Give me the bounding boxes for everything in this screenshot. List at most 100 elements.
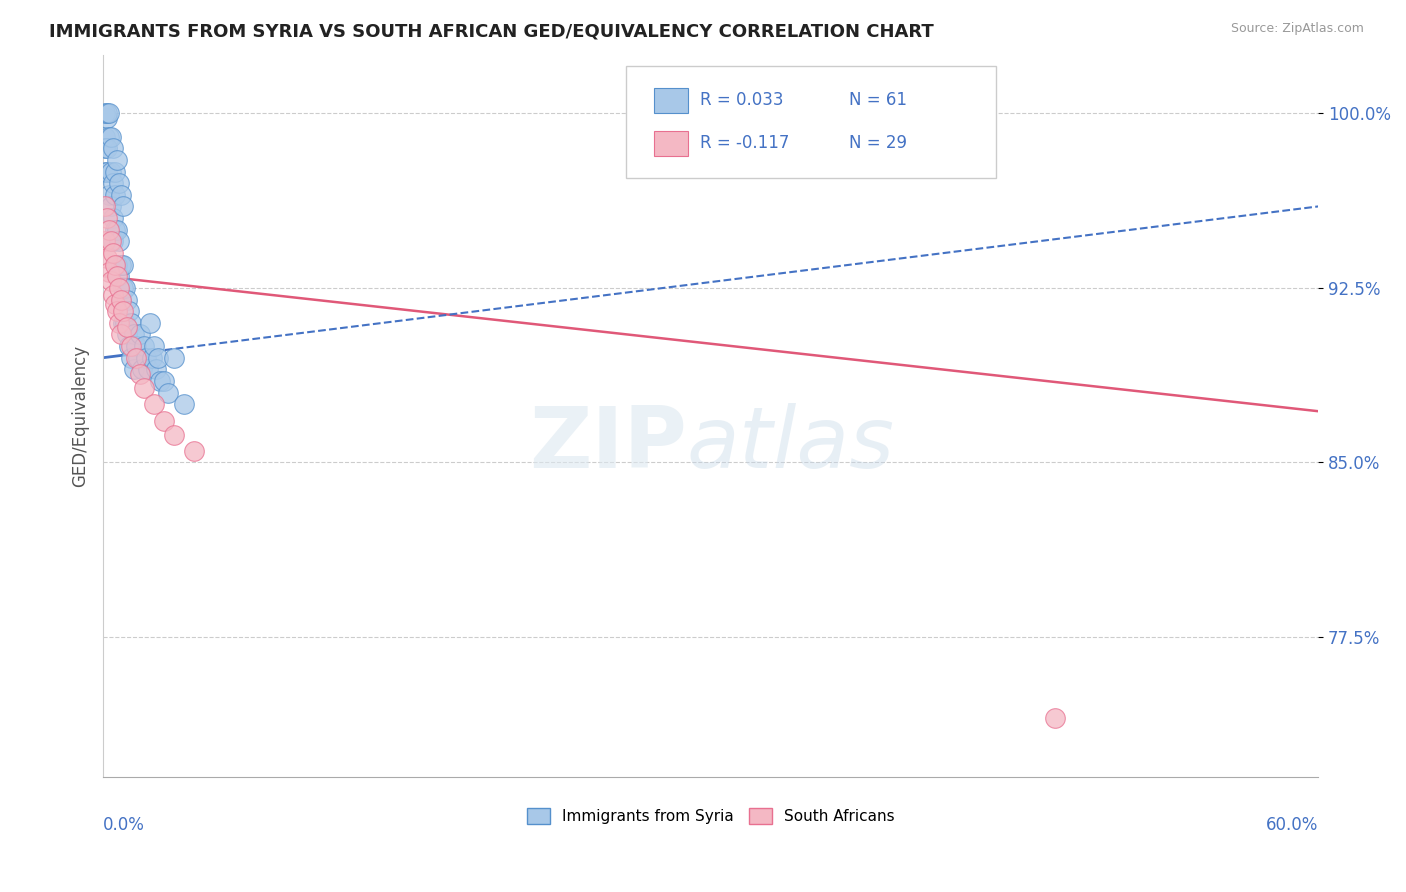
- Point: [103, 211, 125, 225]
- Point: [105, 153, 128, 167]
- Point: [94, 199, 117, 213]
- Point: [117, 320, 139, 334]
- Text: Source: ZipAtlas.com: Source: ZipAtlas.com: [1230, 22, 1364, 36]
- Text: ZIP: ZIP: [529, 403, 686, 486]
- Point: [112, 281, 135, 295]
- FancyBboxPatch shape: [626, 66, 997, 178]
- Point: [105, 258, 128, 272]
- Point: [112, 258, 135, 272]
- Text: N = 29: N = 29: [849, 135, 907, 153]
- Point: [100, 164, 122, 178]
- Point: [100, 235, 122, 249]
- Point: [114, 281, 136, 295]
- Point: [98, 129, 121, 144]
- Y-axis label: GED/Equivalency: GED/Equivalency: [72, 345, 89, 487]
- Point: [112, 304, 135, 318]
- Point: [103, 176, 125, 190]
- Point: [146, 351, 169, 365]
- Point: [128, 327, 150, 342]
- Point: [122, 362, 145, 376]
- Point: [100, 199, 122, 213]
- Point: [117, 293, 139, 307]
- Point: [103, 141, 125, 155]
- Point: [128, 367, 150, 381]
- Point: [96, 251, 118, 265]
- Point: [124, 351, 146, 365]
- Point: [110, 293, 132, 307]
- Point: [108, 235, 131, 249]
- Point: [105, 269, 128, 284]
- Point: [124, 339, 146, 353]
- Point: [163, 427, 186, 442]
- Point: [112, 316, 135, 330]
- Point: [132, 339, 155, 353]
- Point: [110, 187, 132, 202]
- Point: [138, 316, 160, 330]
- Point: [1043, 711, 1066, 725]
- Point: [142, 397, 165, 411]
- Point: [104, 164, 127, 178]
- Point: [156, 385, 179, 400]
- Point: [118, 339, 141, 353]
- Text: atlas: atlas: [686, 403, 894, 486]
- Point: [108, 281, 131, 295]
- Point: [173, 397, 195, 411]
- Point: [104, 258, 127, 272]
- Point: [118, 304, 141, 318]
- Point: [98, 106, 121, 120]
- Point: [163, 351, 186, 365]
- Point: [110, 327, 132, 342]
- Point: [94, 141, 117, 155]
- Point: [149, 374, 172, 388]
- Point: [108, 176, 131, 190]
- Point: [100, 129, 122, 144]
- Point: [96, 111, 118, 125]
- Text: R = -0.117: R = -0.117: [700, 135, 789, 153]
- Point: [108, 316, 131, 330]
- Point: [96, 211, 118, 225]
- Point: [94, 129, 117, 144]
- Text: R = 0.033: R = 0.033: [700, 92, 783, 110]
- Point: [117, 327, 139, 342]
- Point: [114, 316, 136, 330]
- Point: [131, 362, 153, 376]
- Point: [121, 316, 143, 330]
- Point: [183, 443, 205, 458]
- Point: [132, 381, 155, 395]
- FancyBboxPatch shape: [654, 131, 688, 155]
- Text: N = 61: N = 61: [849, 92, 907, 110]
- Point: [100, 274, 122, 288]
- Point: [94, 164, 117, 178]
- Point: [110, 293, 132, 307]
- Point: [145, 362, 167, 376]
- Point: [153, 374, 176, 388]
- Point: [98, 187, 121, 202]
- Text: IMMIGRANTS FROM SYRIA VS SOUTH AFRICAN GED/EQUIVALENCY CORRELATION CHART: IMMIGRANTS FROM SYRIA VS SOUTH AFRICAN G…: [49, 22, 934, 40]
- Point: [142, 339, 165, 353]
- Point: [98, 264, 121, 278]
- Point: [103, 246, 125, 260]
- Point: [105, 223, 128, 237]
- Point: [141, 351, 163, 365]
- Point: [112, 199, 135, 213]
- Text: 60.0%: 60.0%: [1265, 816, 1319, 834]
- Point: [94, 106, 117, 120]
- Legend: Immigrants from Syria, South Africans: Immigrants from Syria, South Africans: [520, 802, 901, 830]
- Point: [103, 288, 125, 302]
- Point: [153, 413, 176, 427]
- Point: [122, 327, 145, 342]
- Point: [98, 223, 121, 237]
- Point: [110, 258, 132, 272]
- Point: [105, 304, 128, 318]
- Point: [127, 351, 149, 365]
- Point: [96, 141, 118, 155]
- Point: [104, 187, 127, 202]
- Point: [121, 339, 143, 353]
- Point: [104, 297, 127, 311]
- Point: [104, 223, 127, 237]
- Point: [121, 351, 143, 365]
- Text: 0.0%: 0.0%: [103, 816, 145, 834]
- Point: [94, 235, 117, 249]
- Point: [135, 351, 157, 365]
- Point: [103, 235, 125, 249]
